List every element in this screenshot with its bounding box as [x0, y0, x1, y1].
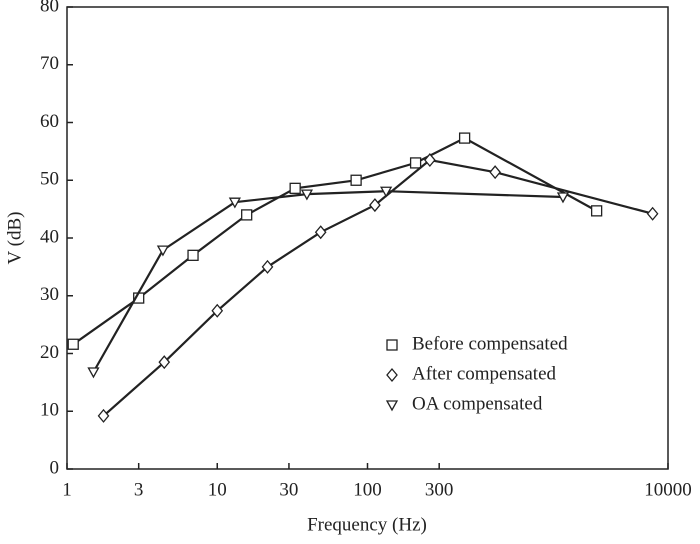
marker — [369, 198, 381, 213]
marker — [380, 186, 393, 198]
y-tick-label: 50 — [40, 169, 59, 190]
marker — [489, 165, 501, 180]
legend-marker — [386, 339, 398, 351]
x-tick-label: 100 — [353, 479, 382, 500]
legend-marker — [386, 367, 398, 383]
marker — [458, 132, 471, 144]
marker — [261, 259, 274, 274]
marker — [350, 174, 362, 186]
marker — [300, 189, 313, 201]
x-tick-label: 3 — [134, 479, 144, 500]
marker — [211, 303, 224, 318]
series-line — [72, 136, 598, 346]
y-tick-label: 60 — [40, 111, 59, 132]
marker — [156, 245, 170, 257]
marker — [646, 206, 659, 221]
marker — [409, 157, 422, 169]
marker — [289, 182, 301, 194]
x-tick-label: 1 — [62, 479, 72, 500]
legend-marker — [385, 400, 399, 412]
legend-label: After compensated — [412, 363, 557, 384]
x-axis-label: Frequency (Hz) — [307, 514, 427, 535]
y-tick-label: 70 — [40, 53, 59, 74]
marker — [97, 408, 110, 423]
y-tick-label: 20 — [40, 342, 59, 363]
marker — [187, 249, 199, 261]
x-tick-label: 300 — [425, 479, 454, 500]
legend-label: Before compensated — [412, 333, 568, 354]
y-tick-label: 40 — [40, 226, 59, 247]
y-tick-label: 80 — [40, 0, 59, 16]
marker — [424, 153, 436, 168]
marker — [241, 209, 253, 221]
x-tick-label: 10 — [208, 479, 227, 500]
marker — [556, 192, 570, 204]
marker — [158, 355, 171, 370]
y-tick-label: 30 — [40, 284, 59, 305]
marker — [87, 367, 100, 379]
y-tick-label: 0 — [50, 457, 60, 478]
marker — [590, 205, 603, 217]
series-line — [92, 190, 564, 373]
marker — [228, 197, 241, 209]
y-tick-label: 10 — [40, 400, 59, 421]
y-axis-label: V (dB) — [4, 212, 25, 265]
marker — [67, 338, 79, 350]
legend-label: OA compensated — [412, 393, 543, 414]
plot-frame — [66, 6, 669, 470]
x-tick-label: 10000 — [644, 479, 692, 500]
marker — [314, 225, 327, 240]
x-tick-label: 30 — [279, 479, 298, 500]
series-line — [102, 158, 653, 417]
